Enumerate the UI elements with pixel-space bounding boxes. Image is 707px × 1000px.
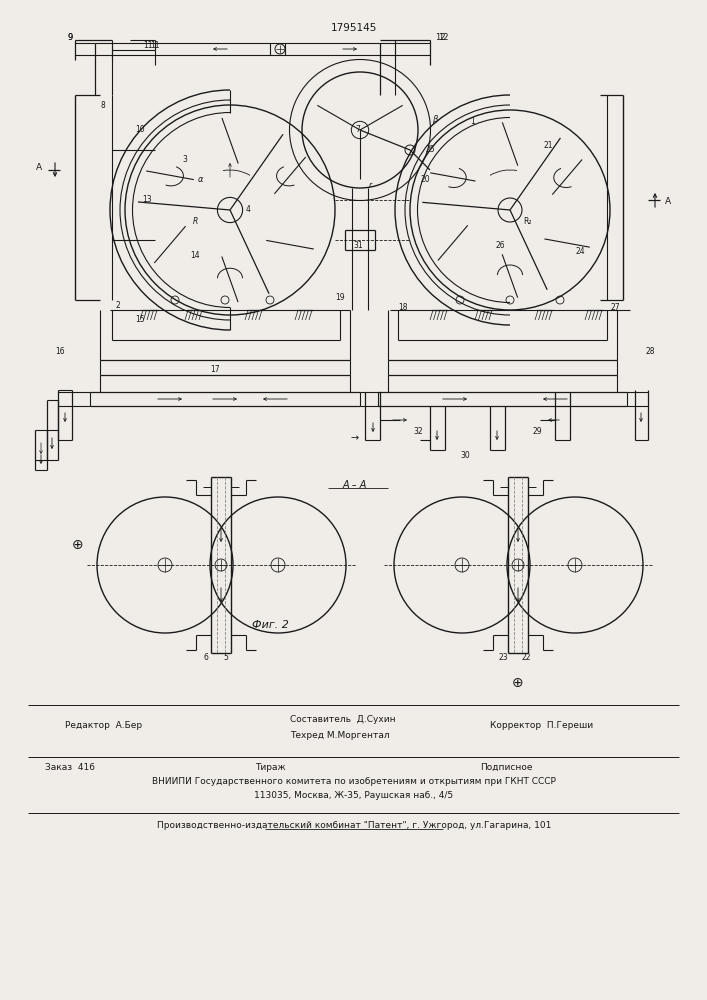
Text: 1795145: 1795145 <box>331 23 378 33</box>
Text: Техред М.Моргентал: Техред М.Моргентал <box>290 730 390 740</box>
Text: 9: 9 <box>68 32 73 41</box>
Text: 31: 31 <box>354 240 363 249</box>
Text: 32: 32 <box>413 428 423 436</box>
Text: 7: 7 <box>356 125 361 134</box>
Text: 4: 4 <box>245 206 250 215</box>
Text: 18: 18 <box>398 304 408 312</box>
Text: А: А <box>36 163 42 172</box>
Text: 12: 12 <box>438 32 448 41</box>
Text: 3: 3 <box>182 155 187 164</box>
Text: α: α <box>197 176 203 184</box>
Text: Фиг. 2: Фиг. 2 <box>252 620 288 630</box>
Circle shape <box>217 197 243 223</box>
Text: 12: 12 <box>435 32 445 41</box>
Text: 28: 28 <box>645 348 655 357</box>
Text: А: А <box>665 198 671 207</box>
Text: 27: 27 <box>610 304 620 312</box>
Text: 113035, Москва, Ж-35, Раушская наб., 4/5: 113035, Москва, Ж-35, Раушская наб., 4/5 <box>255 790 454 800</box>
Text: 10: 10 <box>135 125 145 134</box>
Text: 30: 30 <box>460 450 470 460</box>
Text: Корректор  П.Гереши: Корректор П.Гереши <box>490 720 593 730</box>
Text: ВНИИПИ Государственного комитета по изобретениям и открытиям при ГКНТ СССР: ВНИИПИ Государственного комитета по изоб… <box>152 776 556 786</box>
Text: 19: 19 <box>335 294 345 302</box>
Text: β: β <box>432 115 438 124</box>
Text: Подписное: Подписное <box>480 762 532 772</box>
Text: А – А: А – А <box>343 480 367 490</box>
Text: 16: 16 <box>55 348 65 357</box>
Text: 22: 22 <box>521 654 531 662</box>
Text: R: R <box>192 218 198 227</box>
Text: 23: 23 <box>498 654 508 662</box>
Circle shape <box>498 198 522 222</box>
Text: 15: 15 <box>135 316 145 324</box>
Text: 17: 17 <box>210 365 220 374</box>
Text: ⊕: ⊕ <box>512 676 524 690</box>
Text: 24: 24 <box>575 247 585 256</box>
Text: 8: 8 <box>100 101 105 109</box>
Text: Составитель  Д.Сухин: Составитель Д.Сухин <box>290 714 396 724</box>
Text: 21: 21 <box>543 140 553 149</box>
Text: 11: 11 <box>144 40 153 49</box>
Text: 9: 9 <box>68 33 73 42</box>
Text: Производственно-издательский комбинат "Патент", г. Ужгород, ул.Гагарина, 101: Производственно-издательский комбинат "П… <box>157 820 551 830</box>
Text: Тираж: Тираж <box>255 762 286 772</box>
Text: 25: 25 <box>425 145 435 154</box>
Text: r: r <box>368 180 372 190</box>
Text: R₂: R₂ <box>524 218 532 227</box>
Text: 20: 20 <box>420 176 430 184</box>
Text: 14: 14 <box>190 250 200 259</box>
Text: 29: 29 <box>532 428 542 436</box>
Circle shape <box>351 121 368 139</box>
Text: 6: 6 <box>204 654 209 662</box>
Text: 26: 26 <box>495 240 505 249</box>
Text: Редактор  А.Бер: Редактор А.Бер <box>65 720 142 730</box>
Text: →: → <box>351 433 359 443</box>
Text: 5: 5 <box>223 654 228 662</box>
Text: Заказ  416: Заказ 416 <box>45 762 95 772</box>
Text: 11: 11 <box>151 40 160 49</box>
Text: 13: 13 <box>142 196 152 205</box>
Text: ⊕: ⊕ <box>72 538 84 552</box>
Text: 1: 1 <box>471 117 475 126</box>
Text: 2: 2 <box>116 300 120 310</box>
